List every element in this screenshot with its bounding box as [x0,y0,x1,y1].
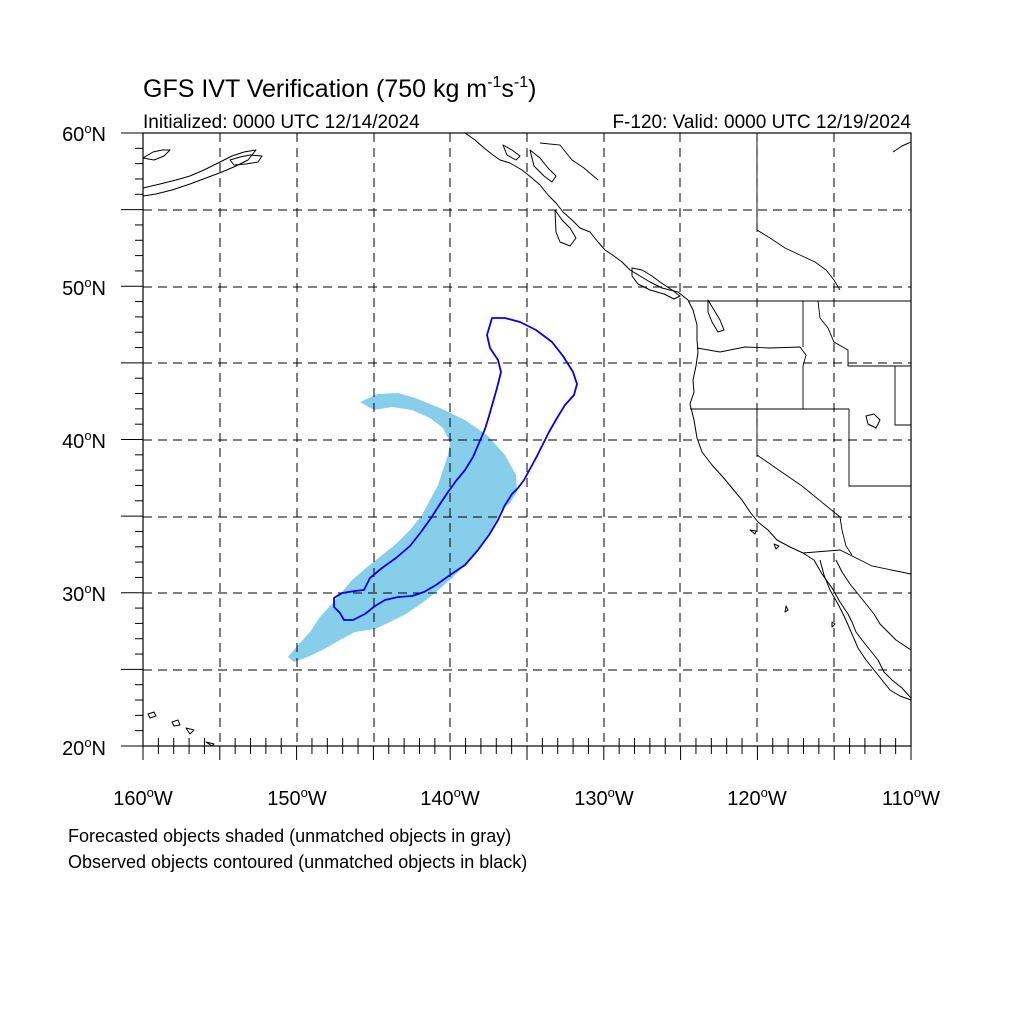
lon-label-140: 140oW [420,785,480,810]
lat-label-20: 20oN [62,735,106,760]
observed-object-contour [333,317,578,621]
lon-label-110: 110oW [882,785,940,810]
axis-ticks [121,132,912,760]
lat-label-50: 50oN [62,275,106,300]
longitude-labels: 160oW 150oW 140oW 130oW 120oW 110oW [113,785,940,810]
lat-label-30: 30oN [62,581,106,606]
initialized-label: Initialized: 0000 UTC 12/14/2024 [143,112,420,133]
valid-time-label: F-120: Valid: 0000 UTC 12/19/2024 [612,112,911,133]
political-borders [539,133,911,575]
lon-label-130: 130oW [574,785,634,810]
forecast-object-shaded [288,393,517,662]
lon-label-160: 160oW [113,785,173,810]
lat-label-60: 60oN [62,121,106,146]
lon-label-120: 120oW [727,785,787,810]
coastlines [143,133,911,746]
footnote-observed: Observed objects contoured (unmatched ob… [68,852,527,872]
graticule [143,133,911,746]
footnote-forecast: Forecasted objects shaded (unmatched obj… [68,826,511,846]
plot-area [143,133,911,746]
lat-label-40: 40oN [62,428,106,453]
latitude-labels: 60oN 50oN 40oN 30oN 20oN [62,121,106,760]
map-title: GFS IVT Verification (750 kg m-1s-1) [143,74,536,103]
lon-label-150: 150oW [267,785,327,810]
